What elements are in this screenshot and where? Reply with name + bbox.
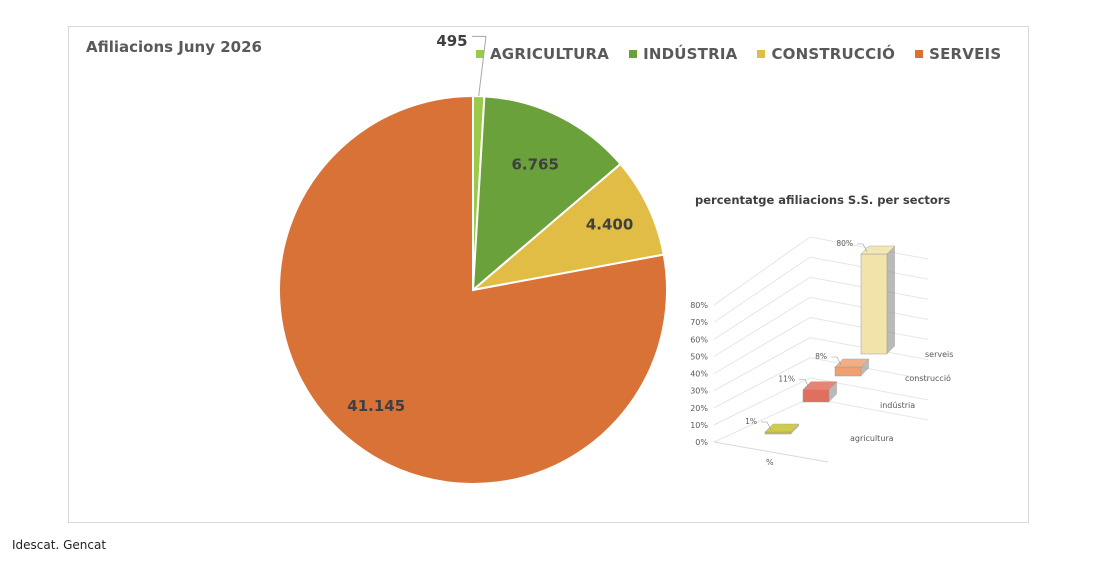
legend-swatch-agricultura: [476, 50, 484, 58]
inset-bar-agricultura: [764, 431, 792, 435]
inset-ytick-label: 10%: [690, 421, 708, 430]
inset-bar-construccio: [834, 366, 862, 377]
inset-bar-side-agricultura: [791, 424, 799, 434]
pie-label-industria: 6.765: [511, 155, 558, 173]
inset-floor-line: [713, 441, 829, 463]
inset-ytick-label: 80%: [690, 301, 708, 310]
pie-label-construccio: 4.400: [586, 215, 633, 233]
inset-xaxis-label: %: [766, 458, 774, 467]
inset-bar-side-construccio: [861, 359, 869, 376]
inset-gridline: [713, 236, 811, 306]
inset-ytick-label: 0%: [695, 438, 708, 447]
inset-plot: 0% 10% 20% 30% 40% 50% 60% 70% 80% 1% agricultura 1…: [690, 236, 953, 467]
inset-gridline: [713, 397, 811, 443]
inset-bar-industria: [802, 389, 830, 403]
legend-item-serveis: SERVEIS: [915, 45, 1001, 63]
inset-gridline: [713, 337, 811, 392]
inset-category-label-agricultura: agricultura: [850, 434, 894, 443]
legend-label-construccio: CONSTRUCCIÓ: [771, 45, 896, 63]
pie-label-agricultura: 495: [436, 32, 467, 50]
inset-gridline: [713, 377, 811, 426]
inset-ytick-label: 20%: [690, 404, 708, 413]
legend-label-serveis: SERVEIS: [929, 45, 1002, 63]
inset-gridline: [713, 296, 811, 357]
legend-swatch-industria: [629, 50, 638, 58]
inset-value-label-construccio: 8%: [815, 352, 827, 361]
inset-gridline-back: [809, 357, 929, 381]
legend-label-industria: INDÚSTRIA: [643, 45, 738, 63]
pie-legend: AGRICULTURA INDÚSTRIA CONSTRUCCIÓ SERVEI…: [476, 45, 1021, 63]
inset-gridline: [713, 357, 811, 409]
inset-gridline-back: [809, 397, 929, 421]
inset-category-label-construccio: construcció: [905, 373, 951, 383]
chart-title: Afiliacions Juny 2026: [86, 38, 262, 56]
inset-value-label-agricultura: 1%: [745, 417, 757, 426]
pie-label-serveis: 41.145: [347, 397, 405, 415]
legend-swatch-serveis: [915, 50, 924, 58]
inset-ytick-label: 40%: [690, 370, 708, 379]
pie-slice-industria: [471, 95, 622, 293]
inset-value-label-serveis: 80%: [836, 239, 853, 248]
inset-chart-title: percentatge afiliacions S.S. per sectors: [695, 193, 951, 207]
inset-category-label-serveis: serveis: [925, 350, 953, 359]
legend-swatch-construccio: [757, 50, 766, 58]
inset-value-leader-agricultura: [761, 421, 772, 431]
inset-gridline: [713, 317, 811, 374]
inset-category-label-industria: indústria: [880, 401, 915, 410]
inset-ytick-label: 60%: [690, 335, 708, 344]
pie-slice-construccio: [469, 162, 665, 292]
inset-value-leader-construccio: [831, 356, 842, 366]
inset-ytick-label: 50%: [690, 352, 708, 361]
legend-item-construccio: CONSTRUCCIÓ: [757, 45, 895, 63]
inset-value-label-industria: 11%: [778, 375, 795, 384]
source-credit: Idescat. Gencat: [12, 538, 107, 552]
inset-value-leader-industria: [799, 379, 810, 388]
inset-gridline: [713, 276, 811, 340]
inset-ytick-label: 70%: [690, 318, 708, 327]
pie-slice-serveis: [278, 94, 668, 485]
inset-gridline: [713, 256, 811, 323]
legend-item-agricultura: AGRICULTURA: [476, 45, 609, 63]
legend-label-agricultura: AGRICULTURA: [490, 45, 610, 63]
inset-bar-side-serveis: [887, 246, 895, 354]
inset-bar-side-industria: [829, 381, 837, 402]
inset-bar-serveis: [860, 253, 888, 355]
inset-ytick-label: 30%: [690, 387, 708, 396]
pie-label-leader-agricultura: [471, 35, 487, 97]
inset-value-leader-serveis: [857, 243, 868, 253]
legend-item-industria: INDÚSTRIA: [629, 45, 737, 63]
